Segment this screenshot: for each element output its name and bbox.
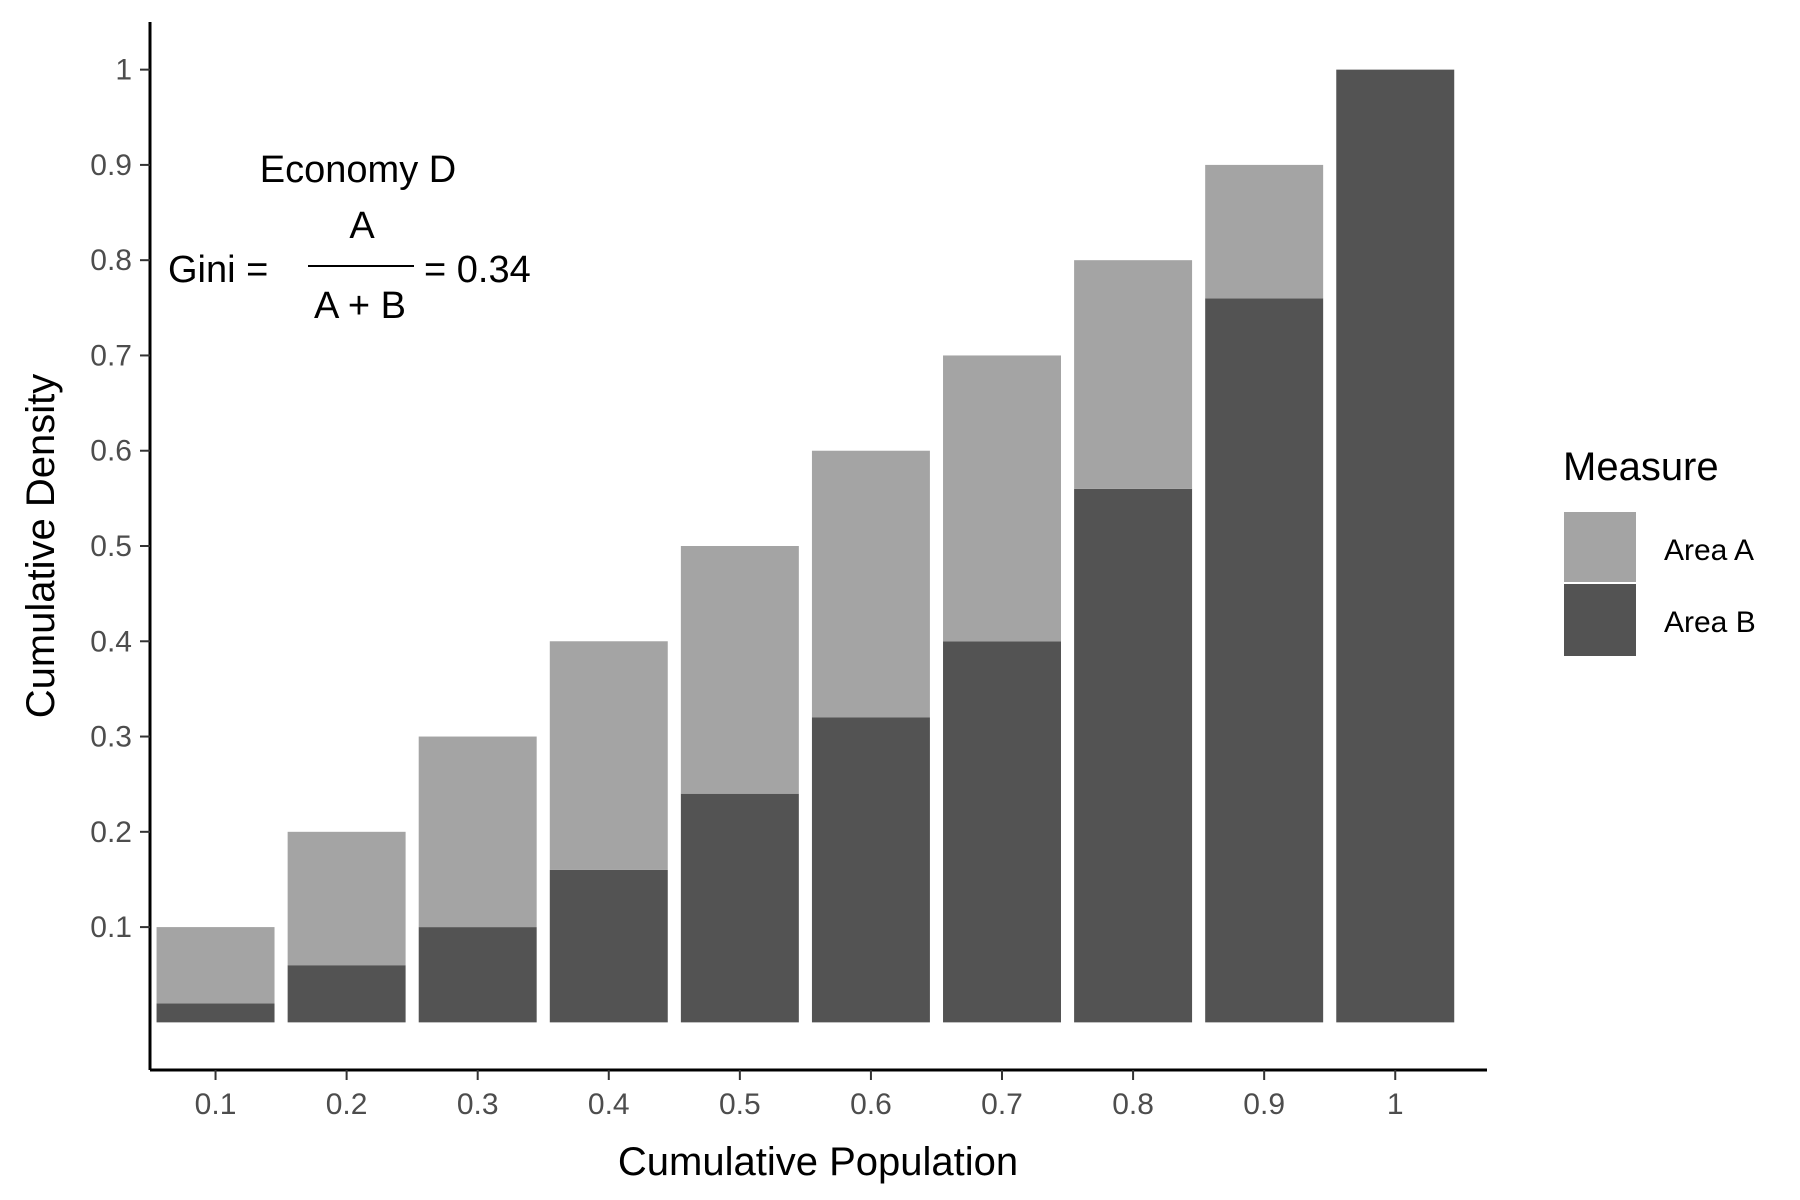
bar-area-b: [943, 641, 1061, 1023]
x-tick-label: 0.1: [195, 1088, 237, 1121]
x-tick-label: 0.9: [1243, 1088, 1285, 1121]
y-tick-label: 1: [115, 54, 132, 87]
legend-label-area-a: Area A: [1664, 534, 1754, 567]
annotation-result: = 0.34: [424, 249, 531, 291]
x-tick-label: 0.4: [588, 1088, 630, 1121]
annotation-gini-label: Gini =: [168, 249, 268, 291]
bar-area-b: [1074, 488, 1193, 1023]
x-ticks-group: 0.1 0.2 0.3 0.4 0.5 0.6 0.7 0.8 0.9 1: [195, 1070, 1404, 1121]
gini-annotation: Economy D Gini = A A + B = 0.34: [168, 149, 531, 327]
annotation-title: Economy D: [260, 149, 456, 191]
bar-area-b: [549, 869, 668, 1023]
bar-area-a: [287, 831, 406, 966]
bar-area-b: [287, 965, 406, 1023]
bar-area-a: [680, 546, 799, 794]
annotation-denominator: A + B: [314, 285, 406, 327]
bar-area-b: [811, 717, 930, 1023]
x-tick-label: 0.6: [850, 1088, 892, 1121]
bar-area-b: [156, 1003, 275, 1023]
y-tick-label: 0.2: [90, 816, 132, 849]
bar-area-b: [418, 927, 537, 1023]
x-axis-title: Cumulative Population: [618, 1140, 1018, 1184]
x-tick-label: 0.7: [981, 1088, 1023, 1121]
y-tick-label: 0.3: [90, 721, 132, 754]
y-tick-label: 0.8: [90, 244, 132, 277]
y-tick-label: 0.7: [90, 339, 132, 372]
legend-label-area-b: Area B: [1664, 606, 1756, 639]
bar-area-b: [680, 793, 799, 1023]
legend-swatch-area-a: [1564, 512, 1636, 582]
legend-swatch-area-b: [1564, 584, 1636, 656]
bar-area-a: [549, 641, 668, 870]
x-tick-label: 1: [1387, 1088, 1404, 1121]
bar-area-a: [811, 450, 930, 718]
legend-title: Measure: [1563, 445, 1719, 489]
bar-area-a: [1205, 164, 1324, 299]
bar-area-b: [1205, 298, 1324, 1023]
x-tick-label: 0.2: [326, 1088, 368, 1121]
bar-area-b: [1336, 69, 1455, 1023]
y-ticks-group: 0.1 0.2 0.3 0.4 0.5 0.6 0.7 0.8 0.9 1: [90, 54, 150, 944]
legend: Measure Area A Area B: [1563, 445, 1756, 656]
bars-group: [156, 69, 1455, 1023]
x-tick-label: 0.8: [1112, 1088, 1154, 1121]
x-tick-label: 0.5: [719, 1088, 761, 1121]
y-tick-label: 0.4: [90, 625, 132, 658]
annotation-numerator: A: [349, 205, 375, 247]
bar-area-a: [156, 927, 275, 1004]
bar-area-a: [943, 355, 1061, 642]
y-axis-title: Cumulative Density: [19, 374, 63, 719]
bar-area-a: [418, 736, 537, 928]
y-tick-label: 0.9: [90, 149, 132, 182]
y-tick-label: 0.1: [90, 911, 132, 944]
y-tick-label: 0.5: [90, 530, 132, 563]
bar-area-a: [1074, 260, 1193, 489]
x-tick-label: 0.3: [457, 1088, 499, 1121]
y-tick-label: 0.6: [90, 435, 132, 468]
